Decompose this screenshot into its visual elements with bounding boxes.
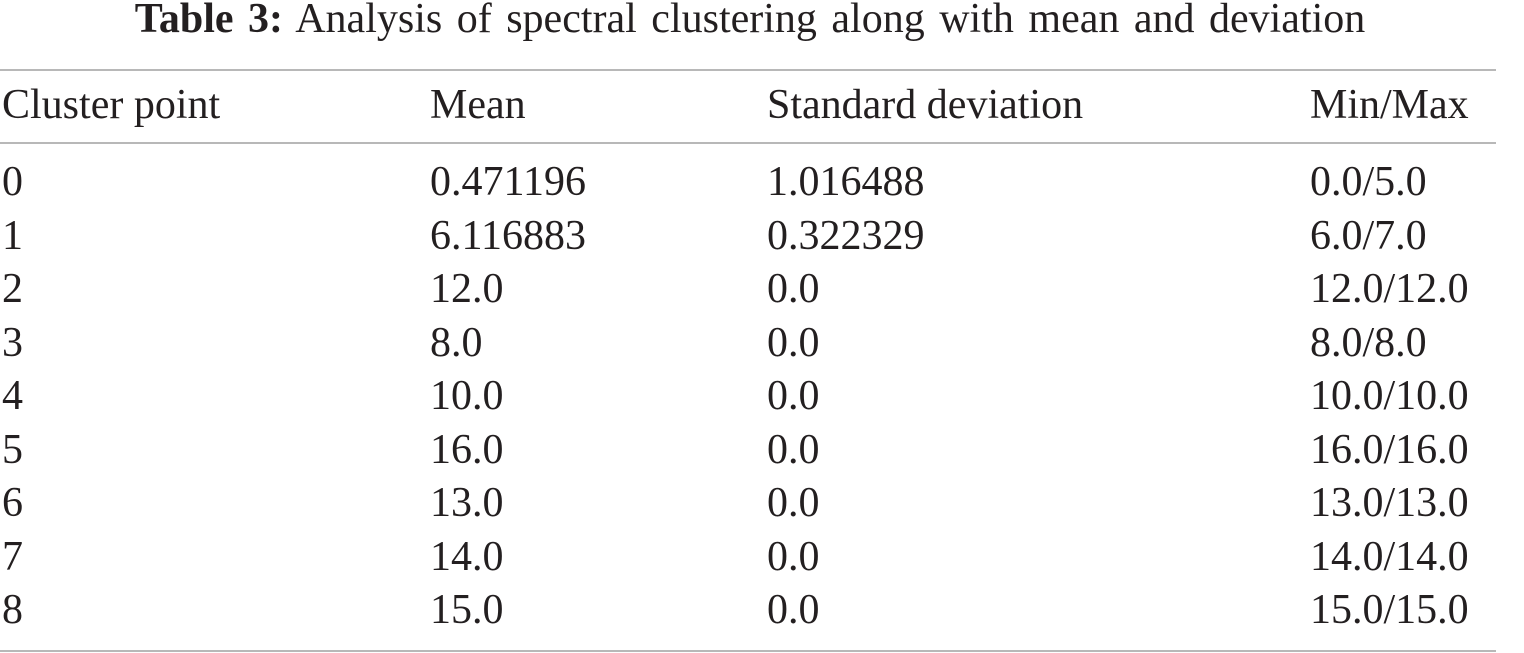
table-caption: Table 3: Analysis of spectral clustering… bbox=[0, 0, 1500, 44]
table-cell: 15.0/15.0 bbox=[1310, 587, 1469, 633]
top-rule bbox=[0, 69, 1496, 71]
table-cell: 16.0 bbox=[430, 426, 504, 473]
table-cell: 0.0 bbox=[767, 480, 820, 526]
table-cell: 0.0/5.0 bbox=[1310, 159, 1427, 205]
table-cell: 8 bbox=[2, 587, 23, 633]
table-cell: 0.322329 bbox=[767, 212, 925, 259]
table-cell: 4 bbox=[2, 373, 23, 419]
table-cell: 6.0/7.0 bbox=[1310, 212, 1427, 259]
table-cell: 12.0/12.0 bbox=[1310, 266, 1469, 312]
table-cell: 0 bbox=[2, 159, 23, 205]
table-cell: 0.0 bbox=[767, 373, 820, 419]
table-cell: 8.0 bbox=[430, 319, 483, 366]
table-cell: 2 bbox=[2, 266, 23, 312]
table-cell: 15.0 bbox=[430, 587, 504, 633]
bottom-rule bbox=[0, 650, 1496, 652]
table-cell: 16.0/16.0 bbox=[1310, 426, 1469, 473]
table-cell: 0.0 bbox=[767, 587, 820, 633]
table-cell: 10.0 bbox=[430, 373, 504, 419]
table-cell: 1 bbox=[2, 212, 23, 259]
table-cell: 14.0 bbox=[430, 533, 504, 580]
header-cell: Mean bbox=[430, 82, 526, 128]
caption-text: Analysis of spectral clustering along wi… bbox=[295, 0, 1366, 42]
table-cell: 8.0/8.0 bbox=[1310, 319, 1427, 366]
table-cell: 0.471196 bbox=[430, 159, 586, 205]
table-cell: 6.116883 bbox=[430, 212, 586, 259]
header-cell: Standard deviation bbox=[767, 82, 1084, 128]
table-cell: 12.0 bbox=[430, 266, 504, 312]
table-cell: 13.0 bbox=[430, 480, 504, 526]
table-cell: 5 bbox=[2, 426, 23, 473]
table-cell: 10.0/10.0 bbox=[1310, 373, 1469, 419]
header-rule bbox=[0, 142, 1496, 144]
caption-label: Table 3: bbox=[134, 0, 284, 42]
table-cell: 0.0 bbox=[767, 533, 820, 580]
header-cell: Cluster point bbox=[2, 82, 221, 128]
table-cell: 13.0/13.0 bbox=[1310, 480, 1469, 526]
header-cell: Min/Max bbox=[1310, 82, 1469, 128]
table-cell: 6 bbox=[2, 480, 23, 526]
table-cell: 7 bbox=[2, 533, 23, 580]
table-cell: 14.0/14.0 bbox=[1310, 533, 1469, 580]
table-cell: 0.0 bbox=[767, 266, 820, 312]
table-cell: 1.016488 bbox=[767, 159, 925, 205]
table-cell: 3 bbox=[2, 319, 23, 366]
table-cell: 0.0 bbox=[767, 426, 820, 473]
table-cell: 0.0 bbox=[767, 319, 820, 366]
